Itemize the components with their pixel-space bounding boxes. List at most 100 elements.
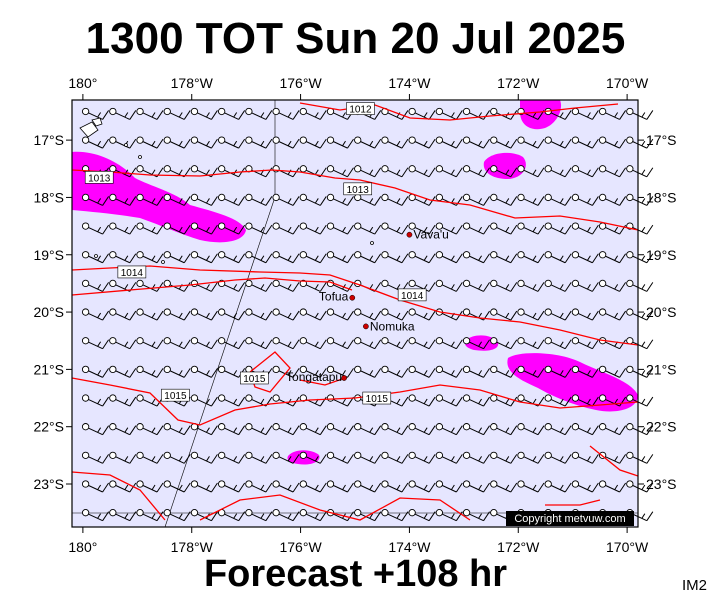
wind-barb bbox=[490, 423, 518, 436]
isobar-value: 1014 bbox=[401, 291, 424, 302]
lon-label-top: 176°W bbox=[279, 75, 322, 91]
wind-barb bbox=[245, 251, 273, 264]
wind-barb bbox=[435, 251, 463, 264]
wind-barb bbox=[626, 251, 654, 264]
wind-barb bbox=[626, 394, 654, 407]
wind-barb bbox=[490, 279, 518, 292]
wind-barb bbox=[136, 365, 164, 378]
wind-barb bbox=[81, 394, 110, 407]
wind-barb bbox=[544, 451, 572, 464]
wind-barb bbox=[408, 222, 436, 235]
wind-barb bbox=[517, 308, 545, 321]
axis-ticks bbox=[66, 94, 644, 533]
wind-barb bbox=[490, 222, 518, 235]
wind-barb bbox=[408, 394, 436, 407]
wind-barb bbox=[354, 365, 382, 378]
wind-barb bbox=[354, 451, 382, 464]
axis-labels: 180° 180° 178°W 178°W 176°W 176°W 174°W 174°W 17… bbox=[33, 75, 676, 555]
wind-barb bbox=[299, 107, 327, 120]
wind-barb bbox=[381, 222, 409, 235]
isobar-label: 1014 bbox=[397, 288, 427, 302]
island bbox=[94, 254, 98, 258]
lat-label-right: 20°S bbox=[646, 304, 677, 320]
rain-area bbox=[464, 335, 499, 351]
isobar-value: 1012 bbox=[349, 105, 372, 116]
wind-barb bbox=[462, 451, 490, 464]
wind-barb bbox=[462, 251, 490, 264]
wind-barb bbox=[81, 193, 110, 206]
wind-barb bbox=[299, 337, 327, 350]
wind-barb bbox=[299, 423, 327, 436]
lon-label-bottom: 174°W bbox=[388, 539, 431, 555]
wind-barb bbox=[272, 365, 300, 378]
wind-barb bbox=[571, 107, 599, 120]
wind-barb bbox=[517, 222, 545, 235]
wind-barb bbox=[517, 165, 545, 178]
lon-label-top: 180° bbox=[68, 75, 97, 91]
wind-barb bbox=[163, 509, 191, 522]
wind-barb bbox=[163, 308, 191, 321]
wind-barb bbox=[190, 451, 218, 464]
wind-barb bbox=[598, 394, 627, 407]
isobar-lines bbox=[71, 102, 639, 521]
wind-barb bbox=[381, 480, 409, 493]
wind-barb bbox=[109, 193, 137, 206]
wind-barb bbox=[408, 451, 436, 464]
wind-barb bbox=[163, 480, 191, 493]
lat-label-right: 18°S bbox=[646, 189, 677, 205]
wind-barb bbox=[163, 337, 191, 350]
wind-barb bbox=[462, 136, 490, 149]
wind-barb bbox=[598, 365, 627, 378]
wind-barb bbox=[381, 193, 409, 206]
wind-barb bbox=[381, 509, 409, 522]
isobar-value: 1013 bbox=[347, 185, 370, 196]
wind-barb bbox=[408, 423, 436, 436]
wind-barb bbox=[245, 451, 273, 464]
wind-barb bbox=[81, 222, 110, 235]
isobar-value: 1013 bbox=[88, 173, 111, 184]
wind-barb bbox=[272, 193, 300, 206]
wind-barb bbox=[517, 193, 545, 206]
lat-label-right: 23°S bbox=[646, 476, 677, 492]
isobar-label: 1014 bbox=[117, 265, 147, 279]
wind-barb bbox=[272, 308, 300, 321]
wind-barb bbox=[490, 136, 518, 149]
wind-barb bbox=[544, 337, 572, 350]
wind-barb bbox=[626, 451, 654, 464]
wind-barb bbox=[571, 251, 599, 264]
wind-barb bbox=[299, 165, 327, 178]
wind-barb bbox=[435, 337, 463, 350]
place-label: Nomuka bbox=[370, 319, 415, 333]
wind-barb bbox=[490, 337, 518, 350]
lon-label-top: 178°W bbox=[171, 75, 214, 91]
wind-barb bbox=[136, 451, 164, 464]
wind-barb bbox=[354, 251, 382, 264]
wind-barb bbox=[435, 423, 463, 436]
wind-barb bbox=[190, 251, 218, 264]
wind-barb bbox=[490, 193, 518, 206]
wind-barb bbox=[490, 394, 518, 407]
wind-barb bbox=[245, 193, 273, 206]
wind-barb bbox=[571, 365, 599, 378]
wind-barb bbox=[544, 136, 572, 149]
wind-barb bbox=[462, 279, 490, 292]
wind-barb bbox=[381, 308, 409, 321]
wind-barb bbox=[190, 279, 218, 292]
wind-barb bbox=[326, 480, 354, 493]
wind-barb bbox=[272, 251, 300, 264]
wind-barb bbox=[571, 337, 599, 350]
wind-barb bbox=[190, 222, 218, 235]
isobar-label: 1012 bbox=[346, 102, 375, 116]
isobar-value: 1015 bbox=[243, 374, 266, 385]
wind-barbs bbox=[81, 107, 654, 522]
wind-barb bbox=[245, 480, 273, 493]
wind-barb bbox=[408, 279, 436, 292]
wind-barb bbox=[571, 394, 599, 407]
isobar-labels: 1012 1013 1013 1014 1014 1015 1015 1015 bbox=[84, 102, 427, 405]
wind-barb bbox=[218, 193, 246, 206]
wind-barb bbox=[81, 365, 110, 378]
wind-barb bbox=[218, 365, 246, 378]
lon-label-bottom: 176°W bbox=[279, 539, 322, 555]
wind-barb bbox=[136, 136, 164, 149]
copyright-box: Copyright metvuw.com bbox=[506, 511, 634, 526]
